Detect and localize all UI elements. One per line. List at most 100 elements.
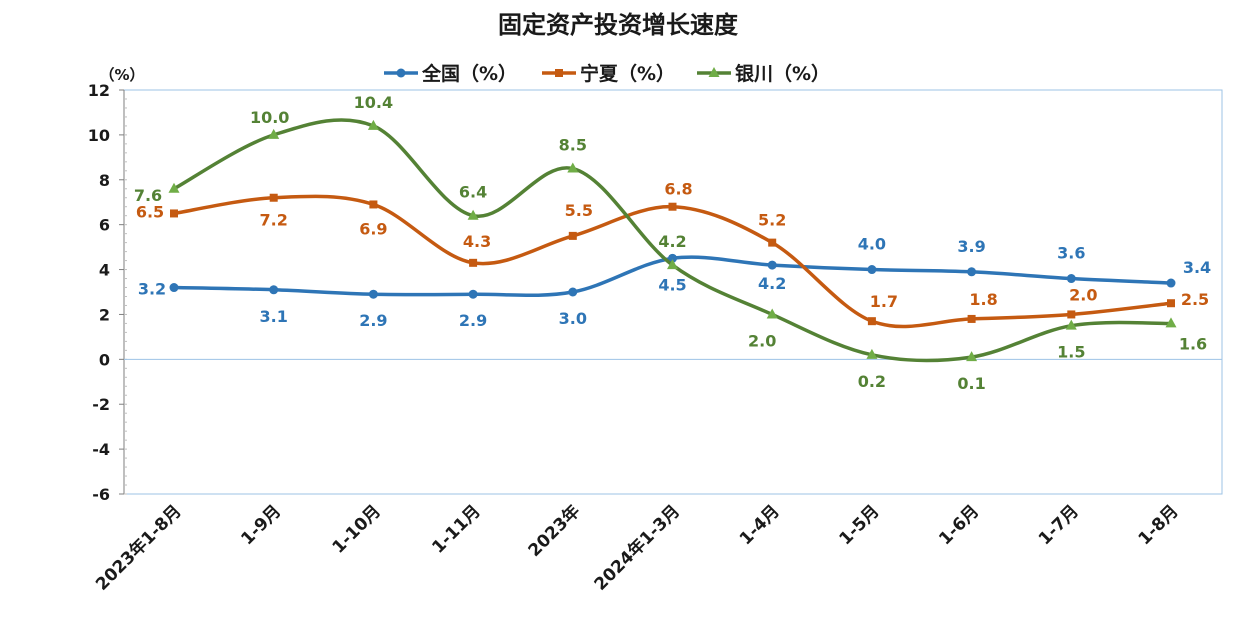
legend-marker [396, 68, 406, 78]
data-label: 3.0 [559, 309, 587, 328]
data-label: 6.5 [136, 202, 164, 221]
data-label: 2.0 [1069, 285, 1097, 304]
data-point [867, 317, 876, 326]
data-label: 5.2 [758, 211, 786, 230]
data-label: 4.3 [463, 232, 491, 251]
data-point [1066, 274, 1076, 284]
data-point [967, 267, 977, 277]
data-labels: 3.2 3.1 2.9 2.9 3.0 4.5 4.2 4.0 3.9 3.6 3.4 6.5 7.2 6… [134, 93, 1211, 393]
data-label: 0.1 [957, 374, 985, 393]
data-label: 3.1 [260, 307, 288, 326]
x-axis: 2023年1-8月 1-9月 1-10月 1-11月 2023年 2024年1-3月 1-4… [91, 358, 1222, 595]
data-label: 2.0 [748, 331, 776, 350]
data-label: 10.0 [250, 108, 289, 127]
data-point [168, 182, 180, 193]
x-tick-label: 1-9月 [237, 501, 285, 549]
legend-marker [708, 67, 720, 77]
data-label: 10.4 [354, 93, 393, 112]
data-label: 3.9 [957, 237, 985, 256]
y-tick-label: 10 [88, 126, 110, 145]
data-point [469, 258, 478, 267]
data-point [367, 119, 379, 130]
y-tick-label: 8 [99, 171, 110, 190]
data-point [169, 283, 179, 293]
data-point [766, 308, 778, 319]
data-point [667, 259, 678, 270]
data-point [1166, 278, 1176, 288]
y-tick-label: -4 [92, 440, 110, 459]
data-point [269, 285, 279, 295]
data-label: 6.8 [664, 180, 692, 199]
y-tick-label: 4 [99, 261, 110, 280]
x-tick-label: 1-7月 [1035, 501, 1083, 549]
x-tick-label: 1-4月 [736, 501, 784, 549]
data-label: 3.6 [1057, 244, 1085, 263]
data-point [1167, 299, 1175, 308]
data-point [567, 162, 579, 173]
chart-title: 固定资产投资增长速度 [498, 11, 739, 39]
data-label: 4.5 [658, 275, 686, 294]
series-group [168, 118, 1177, 363]
legend-marker [555, 69, 563, 77]
x-tick-label: 1-5月 [836, 501, 884, 549]
data-point [269, 193, 278, 202]
y-tick-label: -6 [92, 485, 110, 504]
x-tick-label: 1-11月 [428, 501, 484, 557]
data-label: 1.8 [969, 290, 997, 309]
data-label: 2.9 [459, 311, 487, 330]
data-point [967, 314, 976, 323]
y-tick-label: 6 [99, 216, 110, 235]
legend-entry: 全国（%） [421, 62, 517, 85]
data-label: 6.9 [359, 219, 387, 238]
data-label: 2.9 [359, 311, 387, 330]
x-tick-label: 1-6月 [935, 501, 983, 549]
data-label: 1.5 [1057, 343, 1085, 362]
data-point [468, 289, 478, 299]
data-point [966, 351, 978, 362]
data-point [867, 265, 877, 275]
y-tick-label: 0 [99, 350, 110, 369]
series-line-3 [173, 118, 1172, 363]
data-label: 7.2 [260, 211, 288, 230]
data-point [1065, 319, 1077, 330]
data-label: 6.4 [459, 183, 487, 202]
data-point [668, 253, 677, 263]
data-point [467, 209, 479, 220]
x-tick-label: 2023年 [524, 501, 584, 561]
data-point [369, 200, 378, 209]
data-label: 4.2 [658, 232, 686, 251]
data-label: 8.5 [559, 136, 587, 155]
x-tick-label: 1-10月 [329, 501, 385, 557]
data-label: 3.4 [1183, 258, 1211, 277]
data-point [568, 287, 578, 297]
legend-entry: 宁夏（%） [580, 62, 675, 85]
data-point [368, 289, 378, 299]
data-label: 0.2 [858, 372, 886, 391]
data-label: 7.6 [134, 186, 162, 205]
data-point [768, 238, 777, 247]
data-point [767, 260, 777, 270]
data-point [568, 231, 577, 240]
data-point [170, 209, 178, 218]
data-label: 1.7 [870, 292, 898, 311]
data-label: 1.6 [1179, 334, 1207, 353]
legend: 全国（%） 宁夏（%） 银川（%） [384, 62, 830, 85]
data-label: 4.2 [758, 274, 786, 293]
x-tick-label: 2024年1-3月 [590, 501, 684, 595]
y-tick-label: -2 [92, 395, 110, 414]
data-point [268, 128, 280, 139]
data-point [1067, 310, 1076, 319]
y-tick-label: 2 [99, 305, 110, 324]
y-axis: 12 10 8 6 4 2 0 -2 -4 -6 [88, 81, 127, 504]
data-point [668, 202, 677, 211]
y-tick-label: 12 [88, 81, 110, 100]
y-axis-unit: （%） [99, 66, 144, 84]
data-label: 4.0 [858, 235, 886, 254]
data-point [866, 348, 878, 359]
data-label: 3.2 [138, 280, 166, 299]
x-tick-label: 1-8月 [1135, 501, 1183, 549]
data-label: 5.5 [565, 201, 593, 220]
x-tick-label: 2023年1-8月 [91, 501, 185, 595]
data-point [1165, 317, 1177, 328]
